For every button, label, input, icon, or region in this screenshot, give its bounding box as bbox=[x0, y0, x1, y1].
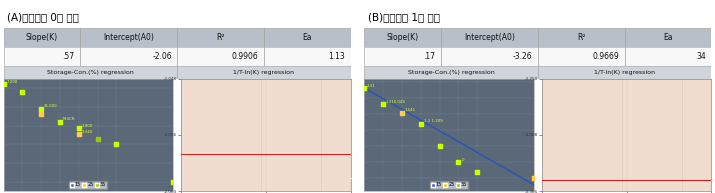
Text: Intercept(A0): Intercept(A0) bbox=[103, 33, 154, 42]
Text: Slope(K): Slope(K) bbox=[387, 33, 419, 42]
Point bbox=[111, 143, 122, 146]
Point bbox=[167, 180, 179, 183]
Point bbox=[92, 137, 104, 140]
Bar bbox=[440, 28, 538, 47]
Text: R²: R² bbox=[577, 33, 586, 42]
Point bbox=[434, 145, 445, 148]
Text: 3.900: 3.900 bbox=[82, 124, 93, 128]
Point bbox=[73, 127, 84, 130]
Text: M.4CR: M.4CR bbox=[63, 117, 75, 121]
Text: -2.06: -2.06 bbox=[152, 52, 172, 61]
Point bbox=[359, 86, 370, 90]
Bar bbox=[177, 66, 350, 79]
Text: Intercept(A0): Intercept(A0) bbox=[464, 33, 515, 42]
Point bbox=[36, 113, 47, 116]
Point bbox=[54, 120, 66, 123]
Bar bbox=[80, 28, 177, 47]
Text: 2.31: 2.31 bbox=[368, 84, 376, 88]
Text: Ea: Ea bbox=[664, 33, 673, 42]
Legend: 15, 25, 35: 15, 25, 35 bbox=[69, 181, 107, 189]
Text: (B)반응차수 1차 결과: (B)반응차수 1차 결과 bbox=[368, 12, 440, 22]
Point bbox=[16, 90, 28, 93]
Point bbox=[415, 122, 427, 125]
Bar bbox=[4, 28, 80, 47]
Bar bbox=[4, 66, 177, 79]
Bar bbox=[625, 47, 711, 66]
Text: 0.9906: 0.9906 bbox=[232, 52, 259, 61]
Text: 0.9669: 0.9669 bbox=[593, 52, 619, 61]
Bar bbox=[177, 47, 264, 66]
Text: Storage-Con.(%) regression: Storage-Con.(%) regression bbox=[408, 70, 495, 75]
Text: 35.000: 35.000 bbox=[44, 104, 58, 108]
Bar bbox=[365, 47, 440, 66]
Bar bbox=[264, 47, 350, 66]
Point bbox=[378, 103, 389, 106]
Bar bbox=[440, 47, 538, 66]
Point bbox=[472, 170, 483, 173]
Text: 3.340: 3.340 bbox=[82, 130, 93, 134]
Point bbox=[396, 111, 408, 114]
Text: .57: .57 bbox=[63, 52, 74, 61]
Text: 1/T-ln(K) regression: 1/T-ln(K) regression bbox=[233, 70, 295, 75]
Text: 1.315.049: 1.315.049 bbox=[386, 100, 406, 104]
Point bbox=[528, 177, 539, 180]
Text: 7.200: 7.200 bbox=[6, 80, 18, 84]
Text: 0: 0 bbox=[536, 174, 539, 178]
Text: 1.541: 1.541 bbox=[405, 108, 416, 112]
Bar bbox=[625, 28, 711, 47]
Point bbox=[0, 83, 9, 86]
Point bbox=[36, 107, 47, 110]
Bar bbox=[538, 66, 711, 79]
Bar bbox=[4, 47, 80, 66]
Text: R²: R² bbox=[216, 33, 225, 42]
Point bbox=[73, 132, 84, 135]
Text: .17: .17 bbox=[423, 52, 435, 61]
Bar bbox=[538, 47, 625, 66]
Bar bbox=[365, 28, 440, 47]
Text: 0: 0 bbox=[461, 158, 464, 162]
Bar bbox=[365, 66, 538, 79]
Text: (A)반응차수 0차 결과: (A)반응차수 0차 결과 bbox=[7, 12, 79, 22]
Text: -3.26: -3.26 bbox=[513, 52, 533, 61]
Point bbox=[453, 161, 464, 164]
Legend: 15, 25, 35: 15, 25, 35 bbox=[430, 181, 468, 189]
Text: Storage-Con.(%) regression: Storage-Con.(%) regression bbox=[47, 70, 134, 75]
Bar bbox=[264, 28, 350, 47]
Text: Slope(K): Slope(K) bbox=[26, 33, 58, 42]
Text: 1.13: 1.13 bbox=[329, 52, 345, 61]
Text: 34: 34 bbox=[696, 52, 706, 61]
Bar bbox=[80, 47, 177, 66]
Text: 1.2 1.209: 1.2 1.209 bbox=[424, 119, 443, 123]
Bar bbox=[177, 28, 264, 47]
Bar bbox=[538, 28, 625, 47]
Text: 1/T-ln(K) regression: 1/T-ln(K) regression bbox=[594, 70, 655, 75]
Text: Ea: Ea bbox=[302, 33, 312, 42]
